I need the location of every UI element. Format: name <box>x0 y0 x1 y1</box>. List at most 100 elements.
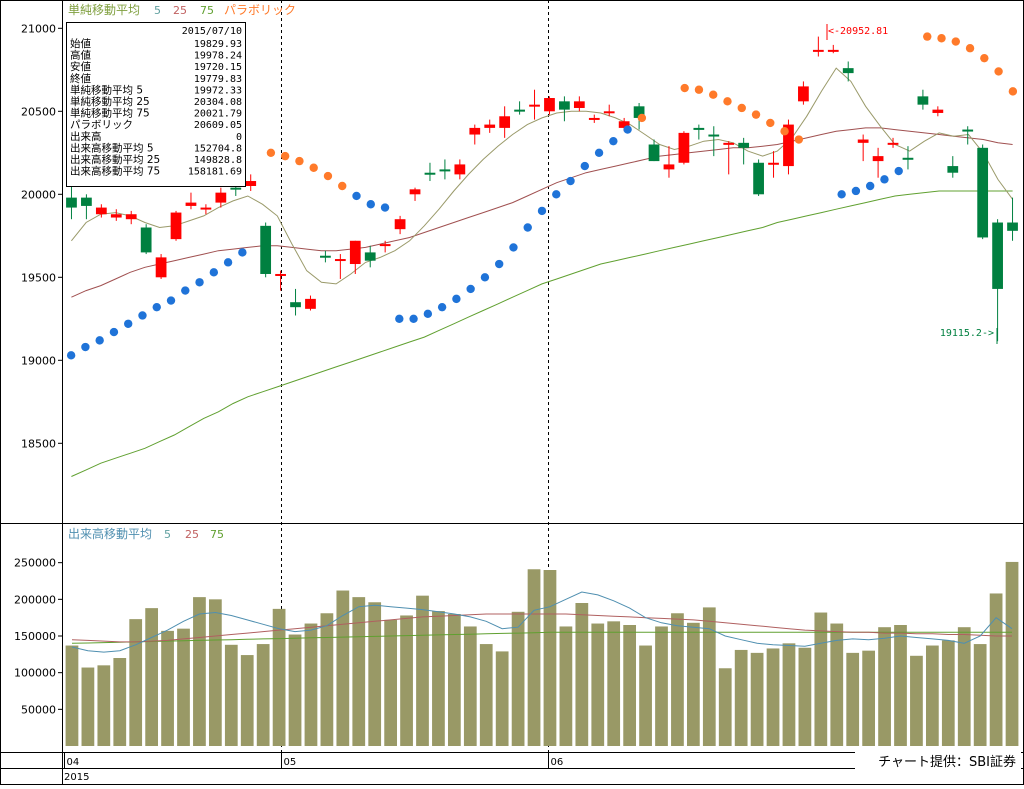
volume-bar <box>352 597 366 746</box>
volume-bar <box>240 655 254 746</box>
volume-bar <box>750 652 764 746</box>
candle-up <box>827 49 839 52</box>
price-tick-label: 18500 <box>21 437 56 450</box>
sar-dot-above <box>709 90 718 99</box>
sar-dot-below <box>437 302 447 312</box>
candle-down <box>66 197 77 208</box>
info-row-label: 出来高移動平均 25 <box>70 153 160 166</box>
info-row-label: 出来高移動平均 75 <box>70 165 160 178</box>
volume-tick-label: 100000 <box>14 667 56 680</box>
info-row-value: 0 <box>236 132 242 143</box>
candlestick-series <box>66 36 1018 342</box>
sar-dot-above <box>295 156 304 166</box>
sar-dot-below <box>509 243 518 252</box>
year-label: 2015 <box>64 772 89 783</box>
volume-bar <box>113 658 127 746</box>
sar-dot-above <box>994 67 1003 76</box>
sar-dot-above <box>637 113 647 123</box>
volume-y-axis: 250000 200000 150000 100000 50000 <box>14 557 62 716</box>
sar-dot-below <box>494 259 504 269</box>
ma-legend-75: 75 <box>200 4 214 17</box>
volume-bar <box>957 627 971 746</box>
ma-legend-5: 5 <box>154 4 161 17</box>
high-annotation: <-20952.81 <box>828 26 888 37</box>
info-row-value: 20609.05 <box>194 120 242 131</box>
sar-dot-below <box>865 181 875 191</box>
sar-dot-above <box>323 171 333 181</box>
sar-dot-below <box>880 175 889 184</box>
ma25-line <box>71 127 1013 298</box>
volume-bar <box>177 628 190 746</box>
candle-up <box>573 101 585 108</box>
candle-up <box>872 156 884 162</box>
info-row-value: 19720.15 <box>194 62 242 73</box>
volume-ma-legend-5: 5 <box>164 528 171 541</box>
candle-down <box>514 109 525 112</box>
candle-down <box>753 162 764 195</box>
sar-dot-below <box>423 309 433 319</box>
volume-bar <box>639 645 652 746</box>
volume-bar <box>591 623 605 746</box>
sar-dot-below <box>409 314 418 323</box>
candle-up <box>215 192 227 203</box>
candle-down <box>842 68 854 74</box>
sar-dot-below <box>552 190 561 199</box>
sar-dot-above <box>737 103 746 113</box>
ma-legend-25: 25 <box>173 4 187 17</box>
month-label: 05 <box>284 757 297 768</box>
sar-dot-below <box>466 284 475 294</box>
info-row-value: 19972.33 <box>194 85 242 96</box>
sar-dot-above <box>937 34 946 43</box>
volume-bar <box>989 593 1003 746</box>
info-row-label: 高値 <box>70 49 91 62</box>
volume-bar <box>384 619 398 746</box>
sar-dot-above <box>266 148 276 157</box>
volume-bar <box>686 622 700 746</box>
candle-up <box>305 298 316 309</box>
volume-bar <box>798 647 812 746</box>
candle-up <box>618 121 630 128</box>
volume-bar <box>65 645 79 746</box>
sar-dot-below <box>851 186 861 196</box>
volume-bar <box>671 613 684 746</box>
candle-up <box>454 164 466 175</box>
price-tick-label: 20000 <box>21 188 56 201</box>
candle-down <box>290 302 301 308</box>
candle-up <box>245 181 257 186</box>
volume-tick-label: 50000 <box>21 703 56 716</box>
candle-up <box>663 164 675 170</box>
candle-down <box>559 101 570 110</box>
info-row-value: 19779.83 <box>194 74 242 85</box>
candle-up <box>798 86 809 102</box>
candle-up <box>95 207 107 215</box>
info-row-value: 20304.08 <box>194 97 242 108</box>
candle-down <box>230 187 242 190</box>
sar-legend: パラボリック <box>224 3 296 17</box>
volume-legend: 出来高移動平均 5 25 75 <box>68 526 224 541</box>
candle-down <box>992 222 1003 289</box>
candle-up <box>155 257 167 278</box>
sar-dot-below <box>124 319 133 328</box>
volume-bar <box>97 665 111 746</box>
sar-dot-above <box>980 53 989 63</box>
volume-bar <box>575 603 589 746</box>
volume-bar <box>320 613 334 746</box>
sar-dot-below <box>366 200 375 209</box>
candle-up <box>812 49 824 52</box>
sar-dot-below <box>480 273 490 282</box>
sar-dot-below <box>894 166 903 176</box>
volume-bar <box>368 602 382 746</box>
volume-bars <box>65 561 1019 746</box>
volume-bar <box>256 644 270 746</box>
volume-bar <box>559 626 573 746</box>
sar-dot-below <box>109 327 119 337</box>
volume-bar <box>766 648 780 746</box>
sar-dot-above <box>309 163 318 172</box>
candle-down <box>902 157 914 160</box>
volume-bar <box>543 570 557 746</box>
sar-dot-above <box>751 110 761 119</box>
volume-bar <box>447 614 461 746</box>
candle-up <box>484 124 496 128</box>
candle-up <box>185 202 197 206</box>
candle-down <box>962 129 974 132</box>
